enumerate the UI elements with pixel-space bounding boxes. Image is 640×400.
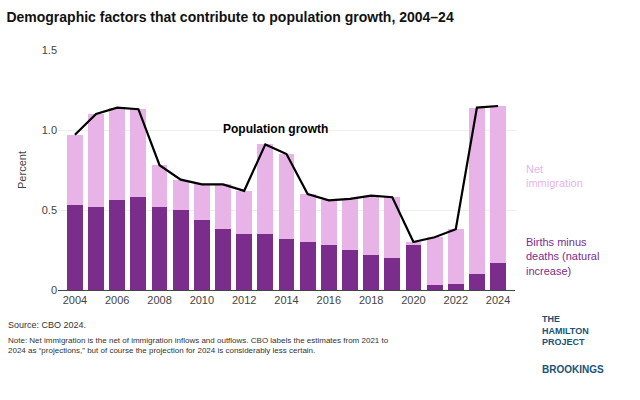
svg-text:Percent: Percent <box>16 151 28 189</box>
svg-text:1.5: 1.5 <box>42 44 57 56</box>
svg-text:2016: 2016 <box>317 294 341 306</box>
svg-text:THEHAMILTONPROJECT: THEHAMILTONPROJECT <box>542 314 589 347</box>
svg-text:2022: 2022 <box>444 294 468 306</box>
svg-text:2012: 2012 <box>232 294 256 306</box>
svg-text:2010: 2010 <box>190 294 214 306</box>
svg-text:2018: 2018 <box>359 294 383 306</box>
svg-text:Population growth: Population growth <box>223 122 328 136</box>
svg-text:Note: Net immigration is the n: Note: Net immigration is the net of immi… <box>8 336 389 355</box>
svg-text:2004: 2004 <box>63 294 87 306</box>
svg-text:2014: 2014 <box>274 294 298 306</box>
svg-text:Netimmigration: Netimmigration <box>526 163 583 189</box>
svg-text:2006: 2006 <box>105 294 129 306</box>
svg-text:0.5: 0.5 <box>42 204 57 216</box>
svg-text:2008: 2008 <box>147 294 171 306</box>
svg-text:1.0: 1.0 <box>42 124 57 136</box>
svg-text:2024: 2024 <box>486 294 510 306</box>
svg-text:BROOKINGS: BROOKINGS <box>542 364 604 375</box>
svg-text:0: 0 <box>51 284 57 296</box>
svg-text:Demographic factors that contr: Demographic factors that contribute to p… <box>6 9 453 25</box>
svg-text:Source: CBO 2024.: Source: CBO 2024. <box>8 320 86 330</box>
svg-text:2020: 2020 <box>401 294 425 306</box>
svg-text:Births minusdeaths (naturalinc: Births minusdeaths (naturalincrease) <box>526 236 599 277</box>
